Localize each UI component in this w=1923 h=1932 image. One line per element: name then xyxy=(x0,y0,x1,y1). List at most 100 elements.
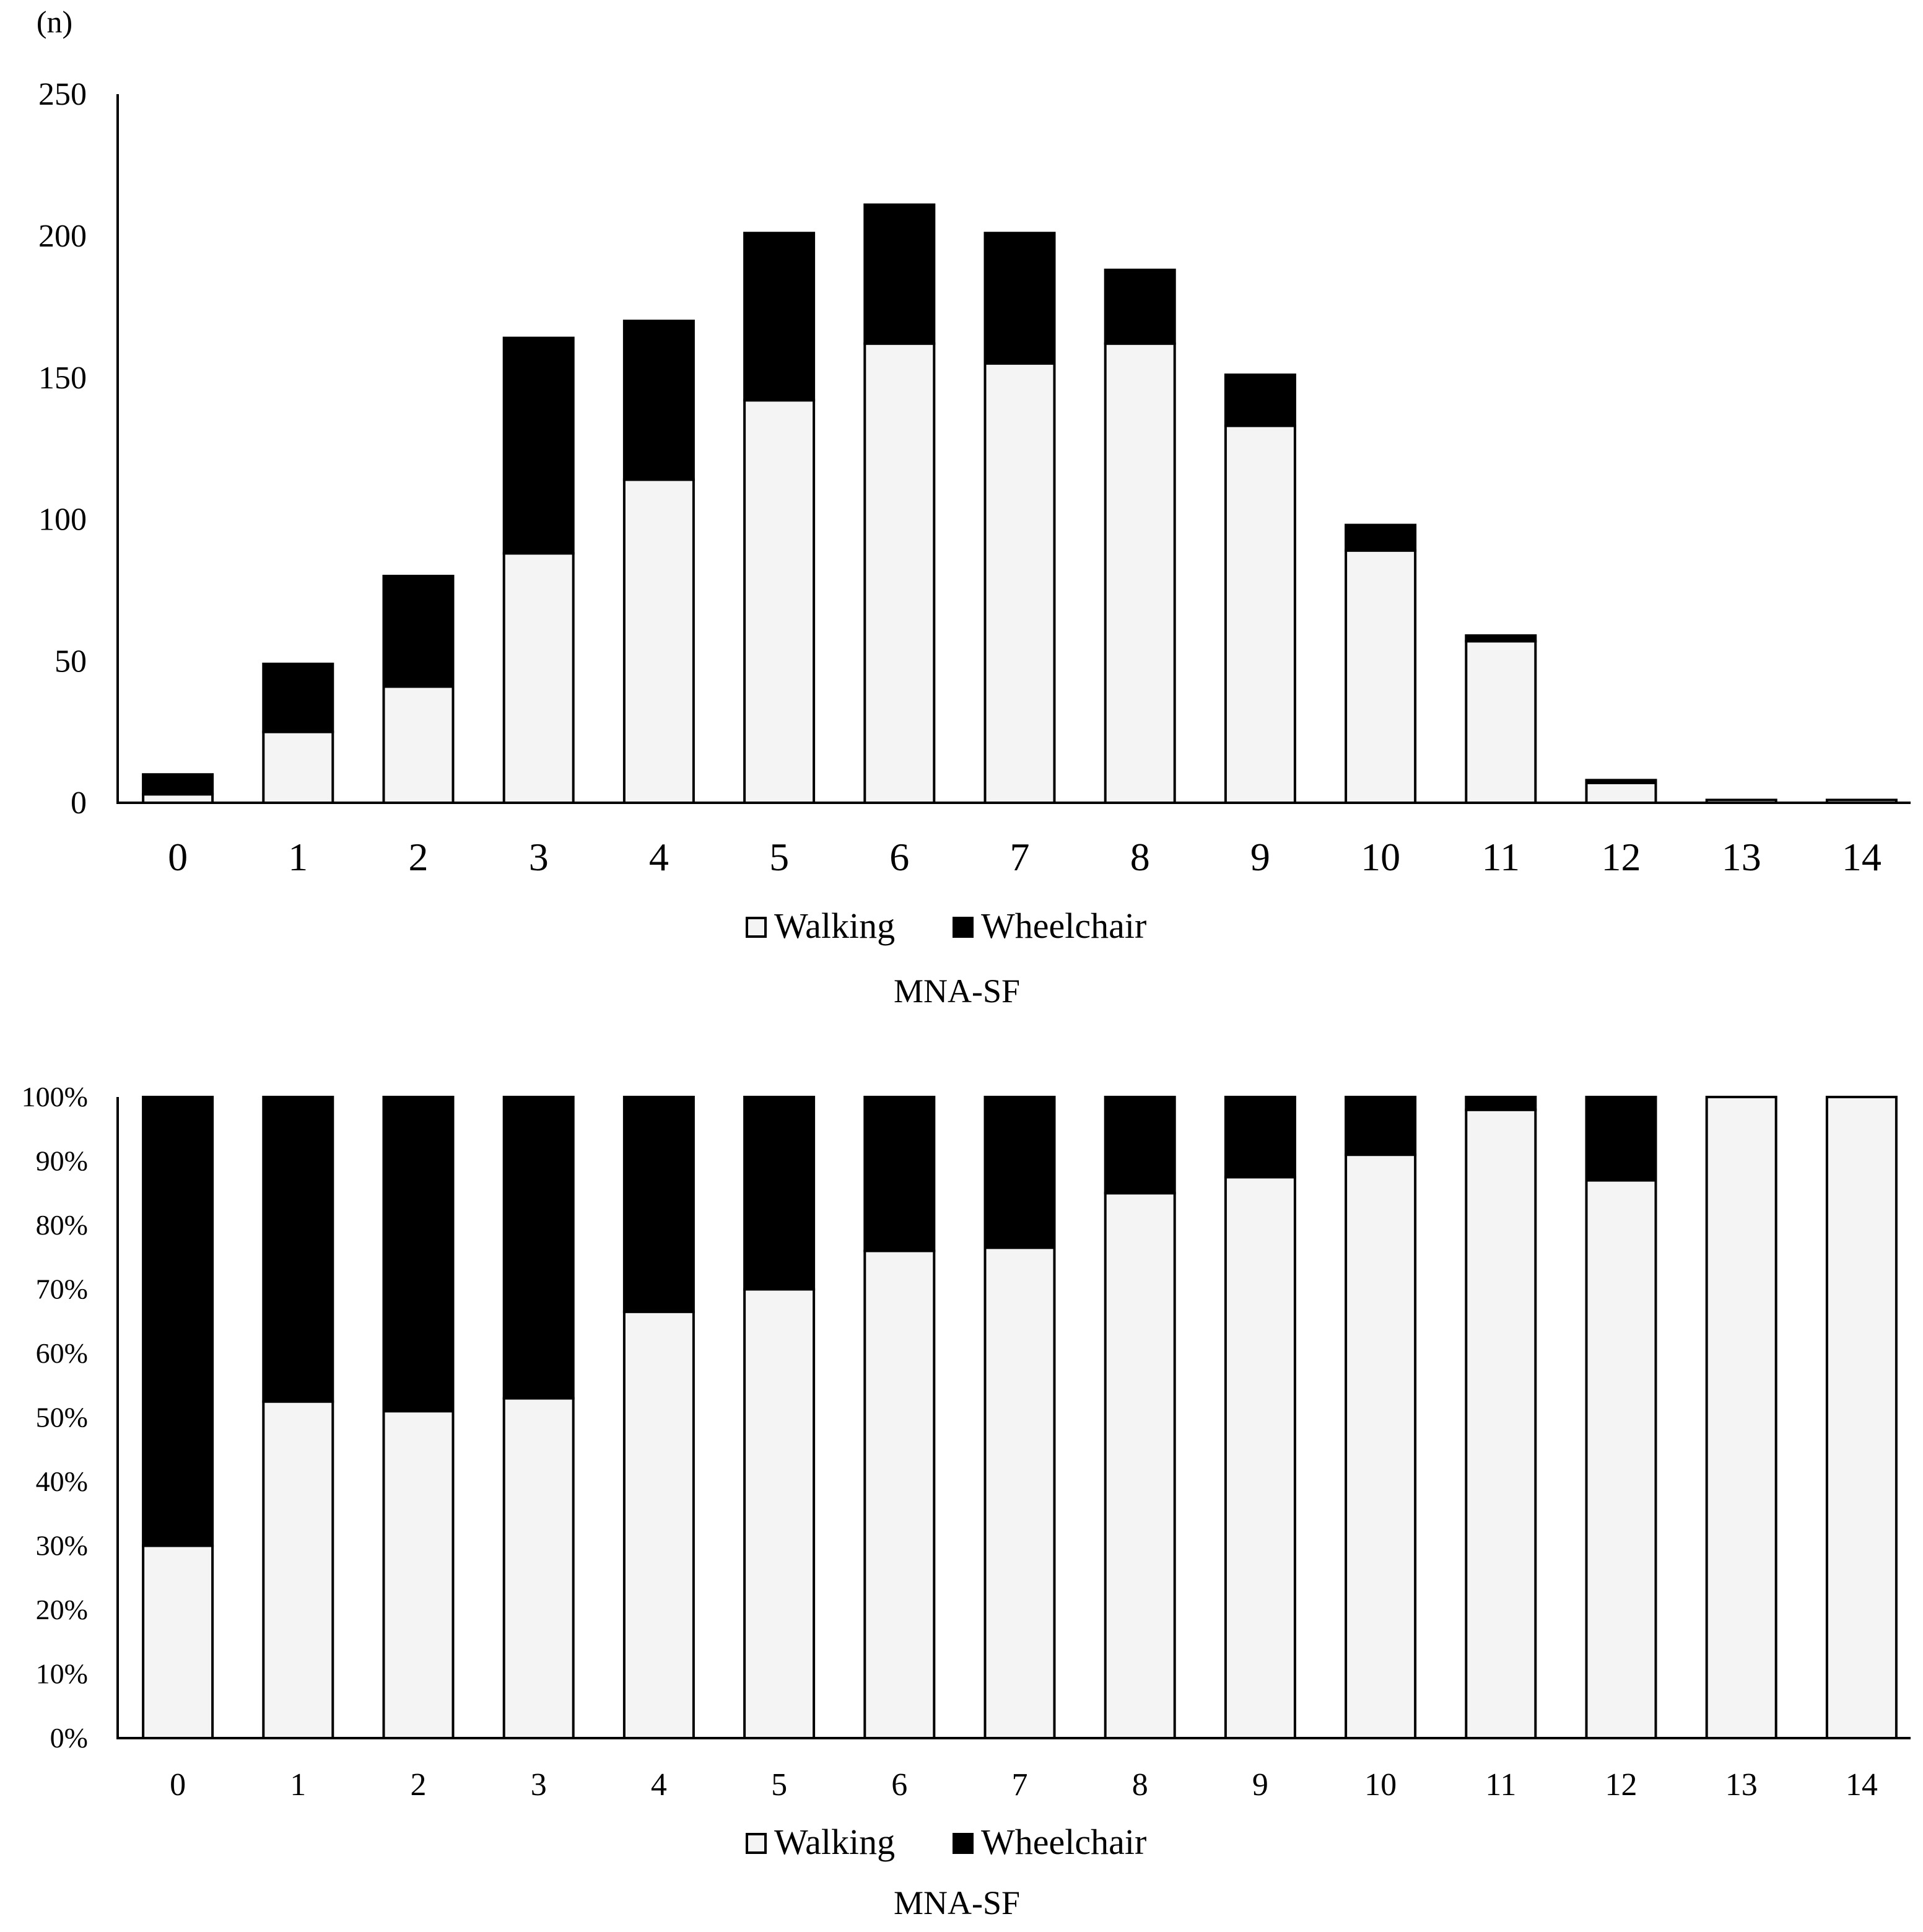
x-tick-label: 1 xyxy=(288,835,308,879)
bar-wheelchair-2 xyxy=(382,574,455,688)
bar-wheelchair-12 xyxy=(1585,779,1657,784)
x-tick-label: 11 xyxy=(1485,1767,1516,1803)
y-tick-label: 80% xyxy=(36,1209,88,1241)
x-tick-label: 4 xyxy=(649,835,669,879)
y-tick-label: 70% xyxy=(36,1274,88,1305)
bar-wheelchair-7 xyxy=(983,1096,1056,1249)
bar-wheelchair-5 xyxy=(743,1096,816,1291)
y-tick-label: 40% xyxy=(36,1466,88,1497)
legend-label-walking: Walking xyxy=(774,1822,895,1862)
bar-walking-9 xyxy=(1224,424,1296,804)
bar-wheelchair-9 xyxy=(1224,374,1296,427)
bar-walking-4 xyxy=(622,1310,695,1740)
bar-wheelchair-6 xyxy=(863,1096,936,1252)
bar-walking-3 xyxy=(502,1397,575,1739)
bar-walking-0 xyxy=(142,793,214,804)
x-tick-label: 6 xyxy=(889,835,909,879)
y-unit-label: (n) xyxy=(37,4,72,39)
bar-walking-1 xyxy=(262,730,334,804)
x-tick-label: 11 xyxy=(1481,835,1520,879)
x-tick-label: 0 xyxy=(170,1767,186,1803)
y-tick-label: 100% xyxy=(22,1081,88,1112)
bar-walking-5 xyxy=(743,1288,816,1739)
bar-wheelchair-10 xyxy=(1345,1096,1417,1156)
x-tick-label: 8 xyxy=(1132,1767,1148,1803)
bar-wheelchair-3 xyxy=(502,1096,575,1400)
bar-walking-1 xyxy=(262,1400,334,1739)
bar-wheelchair-11 xyxy=(1465,634,1537,643)
legend: Walking Wheelchair xyxy=(746,1822,1146,1862)
x-tick-label: 2 xyxy=(409,835,429,879)
bar-wheelchair-12 xyxy=(1585,1096,1657,1182)
bar-walking-14 xyxy=(1825,1096,1898,1739)
x-tick-label: 7 xyxy=(1012,1767,1028,1803)
bar-wheelchair-9 xyxy=(1224,1096,1296,1179)
bar-walking-10 xyxy=(1345,549,1417,805)
bar-walking-13 xyxy=(1705,1096,1777,1739)
y-tick-label: 250 xyxy=(38,77,87,112)
bar-wheelchair-4 xyxy=(622,320,695,481)
legend-swatch-walking xyxy=(746,1833,767,1854)
y-tick-label: 60% xyxy=(36,1337,88,1369)
x-tick-label: 0 xyxy=(168,835,188,879)
bar-walking-12 xyxy=(1585,1179,1657,1740)
bar-wheelchair-0 xyxy=(142,773,214,796)
y-tick-label: 200 xyxy=(38,219,87,254)
bar-walking-9 xyxy=(1224,1176,1296,1739)
bar-walking-8 xyxy=(1104,342,1176,804)
x-tick-label: 10 xyxy=(1361,835,1400,879)
legend-swatch-wheelchair xyxy=(953,917,974,938)
bar-walking-8 xyxy=(1104,1192,1176,1739)
bar-wheelchair-8 xyxy=(1104,268,1176,345)
x-tick-label: 6 xyxy=(891,1767,907,1803)
x-tick-label: 5 xyxy=(771,1767,787,1803)
x-tick-label: 13 xyxy=(1725,1767,1758,1803)
bar-wheelchair-6 xyxy=(863,203,936,345)
x-tick-label: 14 xyxy=(1846,1767,1878,1803)
x-tick-label: 4 xyxy=(651,1767,667,1803)
bar-walking-7 xyxy=(983,1246,1056,1739)
x-tick-label: 3 xyxy=(531,1767,547,1803)
legend-label-wheelchair: Wheelchair xyxy=(981,1822,1146,1862)
y-tick-label: 20% xyxy=(36,1594,88,1625)
bar-walking-11 xyxy=(1465,1108,1537,1739)
x-tick-label: 9 xyxy=(1250,835,1270,879)
x-tick-label: 2 xyxy=(411,1767,427,1803)
bar-wheelchair-5 xyxy=(743,232,816,402)
x-tick-label: 5 xyxy=(769,835,789,879)
bar-wheelchair-7 xyxy=(983,232,1056,365)
y-tick-label: 50 xyxy=(55,644,87,679)
y-tick-label: 100 xyxy=(38,502,87,538)
x-tick-label: 8 xyxy=(1130,835,1150,879)
bar-walking-4 xyxy=(622,478,695,804)
chart-percent: 0%10%20%30%40%50%60%70%80%90%100%0 1 2 3 4 5 6… xyxy=(22,1081,1911,1921)
y-tick-label: 0 xyxy=(71,785,87,821)
legend: Walking Wheelchair xyxy=(746,906,1146,946)
x-tick-label: 12 xyxy=(1602,835,1641,879)
x-axis-title: MNA-SF xyxy=(894,973,1020,1010)
bar-walking-11 xyxy=(1465,640,1537,804)
x-tick-label: 7 xyxy=(1010,835,1030,879)
bar-wheelchair-1 xyxy=(262,1096,334,1403)
bar-wheelchair-10 xyxy=(1345,523,1417,552)
x-axis-title: MNA-SF xyxy=(894,1884,1020,1921)
x-tick-label: 3 xyxy=(529,835,549,879)
legend-label-wheelchair: Wheelchair xyxy=(981,906,1146,946)
bar-walking-12 xyxy=(1585,781,1657,805)
y-tick-label: 50% xyxy=(36,1402,88,1433)
legend-swatch-walking xyxy=(746,917,767,938)
bar-walking-10 xyxy=(1345,1153,1417,1739)
x-tick-label: 10 xyxy=(1364,1767,1397,1803)
bar-walking-5 xyxy=(743,399,816,804)
bar-walking-2 xyxy=(382,1410,455,1739)
bar-wheelchair-2 xyxy=(382,1096,455,1413)
x-tick-label: 12 xyxy=(1605,1767,1637,1803)
y-tick-label: 0% xyxy=(50,1722,88,1754)
bar-walking-0 xyxy=(142,1544,214,1739)
bar-walking-3 xyxy=(502,552,575,804)
x-tick-label: 13 xyxy=(1722,835,1761,879)
bar-wheelchair-8 xyxy=(1104,1096,1176,1195)
